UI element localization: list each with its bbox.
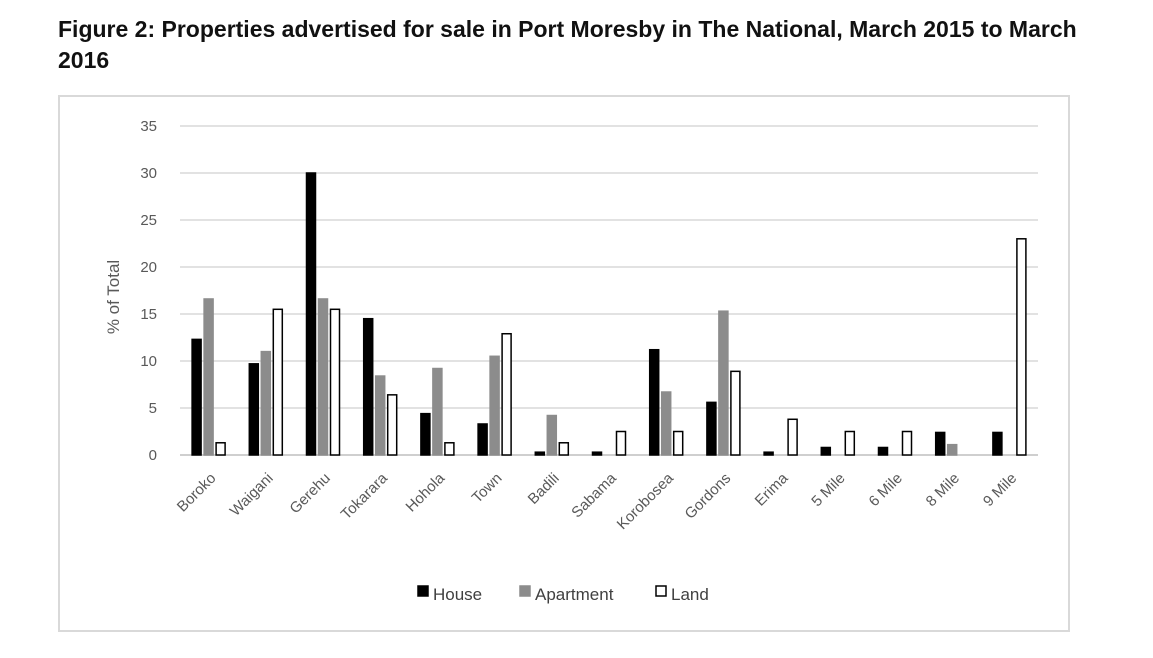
legend-label-land: Land <box>671 585 709 604</box>
bar-house-9-mile <box>992 431 1003 456</box>
bar-house-erima <box>763 451 774 456</box>
bar-land-waigani <box>272 308 284 456</box>
y-tick-label: 20 <box>140 259 157 276</box>
bar-land-6-mile <box>901 430 913 456</box>
legend-label-apartment: Apartment <box>535 585 614 604</box>
bar-land-9-mile <box>1016 238 1027 456</box>
y-axis-title: % of Total <box>104 260 123 334</box>
bar-house-gerehu <box>305 172 317 456</box>
x-tick-label: Badili <box>525 470 563 508</box>
bar-apartment-tokarara <box>374 375 386 456</box>
bar-house-town <box>477 423 488 456</box>
legend-swatch-apartment <box>519 585 531 597</box>
figure-title: Figure 2: Properties advertised for sale… <box>58 16 1077 73</box>
bar-house-hohola <box>420 412 431 456</box>
x-tick-label: Waigani <box>227 470 277 520</box>
y-tick-label: 10 <box>140 353 157 370</box>
bar-land-5-mile <box>844 430 856 456</box>
bar-land-badili <box>558 442 570 456</box>
legend-swatch-house <box>417 585 429 597</box>
y-tick-label: 0 <box>149 447 157 464</box>
x-tick-label: 8 Mile <box>923 470 963 510</box>
bar-apartment-korobosea <box>660 391 672 456</box>
x-tick-label: Boroko <box>174 470 220 516</box>
bar-house-8-mile <box>934 431 946 456</box>
x-tick-label: 6 Mile <box>866 470 906 510</box>
bar-land-town <box>501 332 512 456</box>
bar-apartment-hohola <box>432 367 443 456</box>
x-tick-label: 9 Mile <box>980 470 1020 510</box>
y-tick-label: 30 <box>140 165 157 182</box>
x-tick-label: Tokarara <box>338 469 392 523</box>
bar-apartment-gerehu <box>317 298 329 456</box>
bar-house-gordons <box>706 401 717 456</box>
legend: House Apartment Land <box>417 585 709 604</box>
y-tick-label: 35 <box>140 118 157 135</box>
bar-house-5-mile <box>820 446 832 456</box>
x-tick-label: Hohola <box>403 469 449 515</box>
bar-apartment-waigani <box>260 350 272 456</box>
bar-house-badili <box>534 451 546 456</box>
bar-house-waigani <box>248 363 260 456</box>
x-tick-label: Korobosea <box>614 469 678 533</box>
chart-frame <box>58 95 1070 632</box>
x-tick-label: Sabama <box>568 469 620 521</box>
x-tick-label: 5 Mile <box>808 470 848 510</box>
bar-land-tokarara <box>386 394 398 456</box>
x-tick-labels: Boroko Waigani Gerehu Tokarara Hohola Town Bad… <box>174 469 1020 533</box>
bar-apartment-gordons <box>718 310 729 456</box>
x-tick-label: Gordons <box>682 470 735 523</box>
x-tick-label: Gerehu <box>286 470 333 517</box>
bar-apartment-boroko <box>203 298 214 456</box>
bar-land-gordons <box>730 370 741 456</box>
y-tick-label: 25 <box>140 212 157 229</box>
bar-land-korobosea <box>672 430 684 456</box>
bar-apartment-badili <box>546 414 558 456</box>
bar-land-sabama <box>615 430 627 456</box>
legend-label-house: House <box>433 585 482 604</box>
y-tick-label: 5 <box>149 400 157 417</box>
x-tick-label: Erima <box>752 469 792 509</box>
bar-house-6-mile <box>877 446 889 456</box>
bar-house-boroko <box>191 338 202 456</box>
bar-apartment-town <box>489 355 500 456</box>
bars <box>191 172 1027 456</box>
bar-house-sabama <box>591 451 603 456</box>
y-tick-label: 15 <box>140 306 157 323</box>
x-tick-label: Town <box>469 470 506 507</box>
bar-land-hohola <box>444 442 455 456</box>
bar-house-korobosea <box>648 348 660 456</box>
bar-land-boroko <box>215 442 226 456</box>
bar-land-erima <box>787 418 798 456</box>
bar-land-gerehu <box>329 308 341 456</box>
y-tick-labels: 0 5 10 15 20 25 30 35 <box>140 118 157 464</box>
legend-swatch-land <box>655 585 667 597</box>
bar-apartment-8-mile <box>946 443 958 456</box>
bar-house-tokarara <box>362 317 374 456</box>
